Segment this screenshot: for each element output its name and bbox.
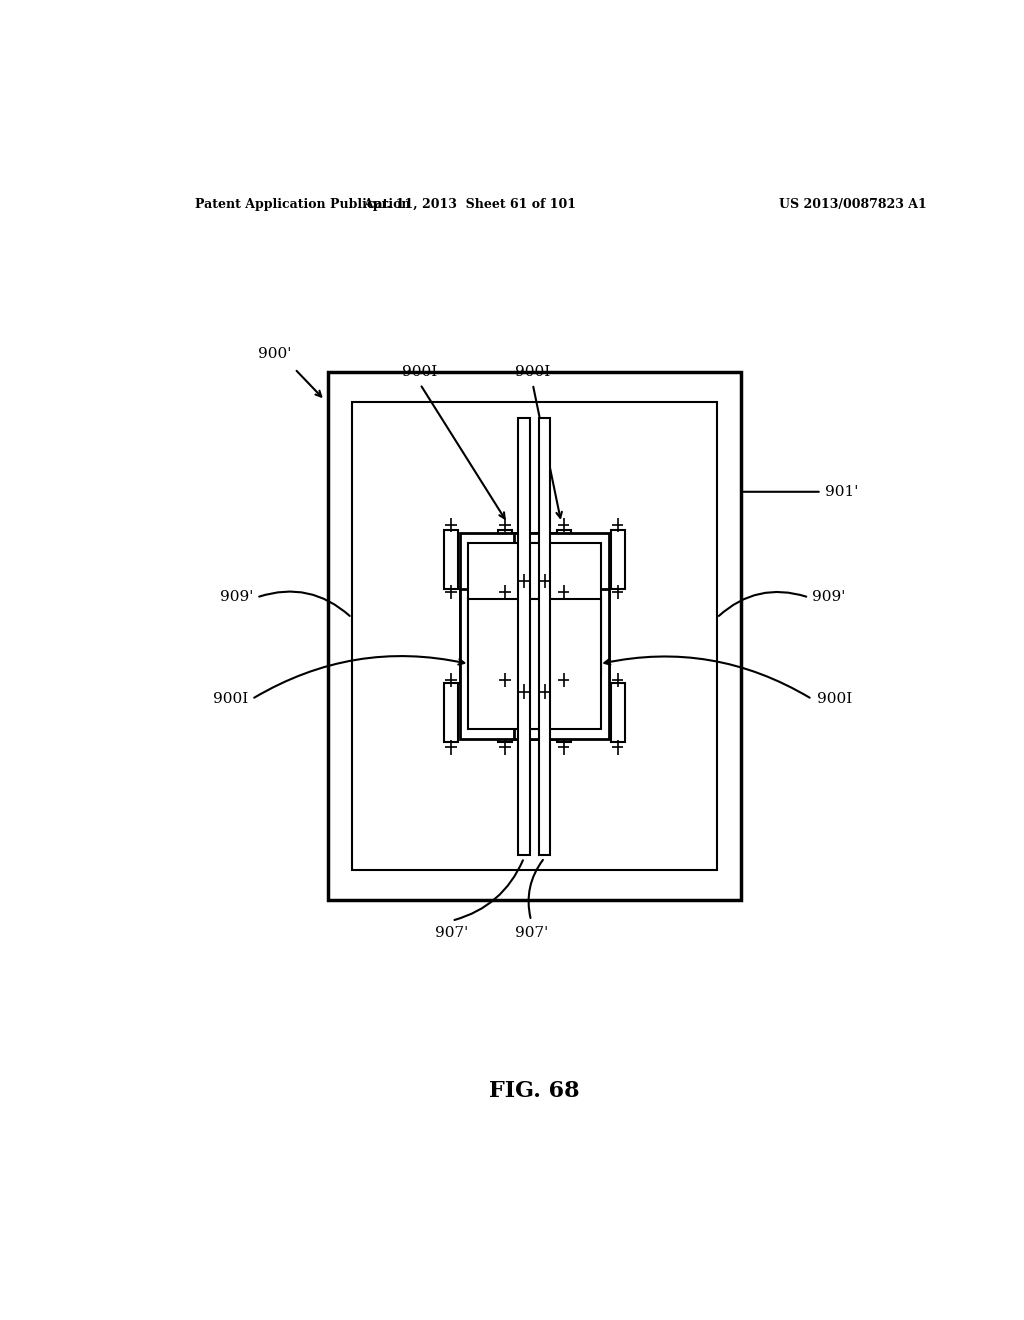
Bar (460, 533, 555, 684)
Text: 900': 900' (258, 347, 292, 360)
Bar (539, 417, 550, 854)
Bar (443, 529, 458, 589)
Text: 901': 901' (824, 484, 858, 499)
Bar (610, 684, 625, 742)
Text: 900I: 900I (817, 692, 852, 706)
Text: 900I: 900I (515, 364, 550, 379)
Bar (443, 684, 458, 742)
Text: 900I: 900I (402, 364, 437, 379)
Text: FIG. 68: FIG. 68 (489, 1081, 580, 1102)
Bar (352, 403, 717, 870)
Text: 909': 909' (812, 590, 846, 605)
Bar (328, 372, 740, 900)
Text: US 2013/0087823 A1: US 2013/0087823 A1 (778, 198, 927, 211)
Text: 907': 907' (514, 925, 548, 940)
Bar (521, 543, 601, 673)
Text: 907': 907' (435, 925, 468, 940)
Bar (521, 599, 601, 729)
Bar (468, 543, 547, 673)
Text: Patent Application Publication: Patent Application Publication (196, 198, 411, 211)
Bar (518, 417, 529, 854)
Bar (514, 533, 609, 684)
Bar (498, 684, 512, 742)
Bar (468, 599, 547, 729)
Bar (460, 589, 555, 739)
Text: 909': 909' (220, 590, 253, 605)
Bar (498, 529, 512, 589)
Text: Apr. 11, 2013  Sheet 61 of 101: Apr. 11, 2013 Sheet 61 of 101 (362, 198, 575, 211)
Bar (557, 684, 570, 742)
Bar (514, 589, 609, 739)
Bar (610, 529, 625, 589)
Bar (557, 529, 570, 589)
Text: 900I: 900I (213, 692, 249, 706)
